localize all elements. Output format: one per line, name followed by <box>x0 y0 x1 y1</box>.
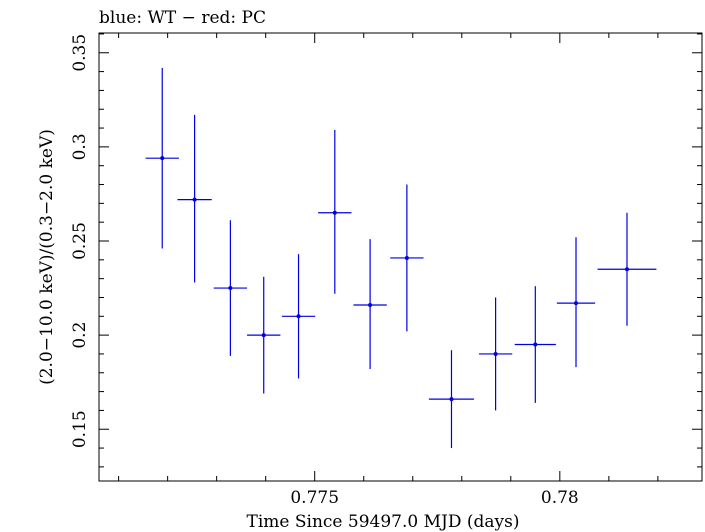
data-series <box>145 67 657 449</box>
point-marker <box>332 210 337 215</box>
point-marker <box>192 197 197 202</box>
y-axis: 0.15 0.2 0.25 0.3 0.35 <box>70 33 702 468</box>
data-point <box>478 297 513 411</box>
point-marker <box>533 342 538 347</box>
x-tick-label: 0.78 <box>541 488 579 508</box>
point-marker <box>228 286 233 291</box>
y-tick-label: 0.15 <box>70 410 90 448</box>
point-marker <box>261 333 266 338</box>
data-point <box>428 350 475 449</box>
point-marker <box>404 255 409 260</box>
data-point <box>597 212 657 326</box>
x-axis-label: Time Since 59497.0 MJD (days) <box>247 512 520 532</box>
chart-title: blue: WT − red: PC <box>99 8 266 28</box>
point-marker <box>296 314 301 319</box>
data-point <box>281 254 316 379</box>
point-marker <box>574 301 579 306</box>
y-axis-label: (2.0−10.0 keV)/(0.3−2.0 keV) <box>37 129 57 385</box>
data-point <box>353 239 387 369</box>
data-point <box>318 129 352 294</box>
point-marker <box>368 303 373 307</box>
data-point <box>514 286 556 403</box>
data-point <box>390 184 424 332</box>
plot-frame <box>98 32 703 482</box>
point-marker <box>624 267 629 272</box>
y-tick-label: 0.35 <box>70 34 90 72</box>
data-point <box>556 237 596 368</box>
point-marker <box>449 397 454 402</box>
x-tick-label: 0.775 <box>290 488 339 508</box>
point-marker <box>493 351 498 356</box>
y-tick-label: 0.3 <box>70 133 90 160</box>
data-point <box>247 276 281 394</box>
point-marker <box>160 156 165 161</box>
data-point <box>213 220 248 356</box>
y-tick-label: 0.25 <box>70 222 90 260</box>
data-point <box>177 114 212 283</box>
data-point <box>145 67 179 249</box>
x-axis: 0.775 0.78 <box>118 33 659 508</box>
y-tick-label: 0.2 <box>70 322 90 349</box>
